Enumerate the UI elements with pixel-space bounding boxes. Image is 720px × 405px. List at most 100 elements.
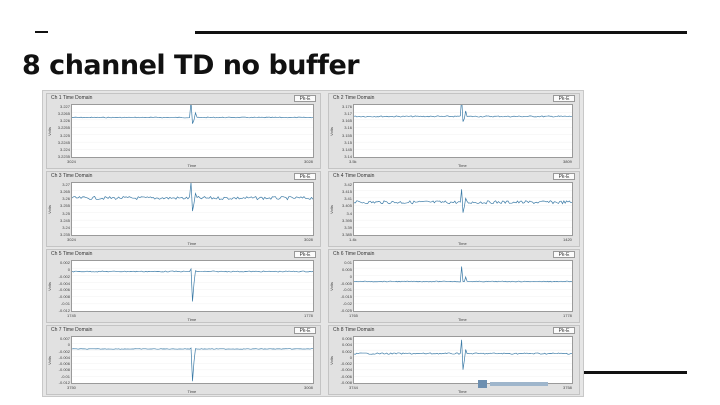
y-tick-label: 3.17 (344, 111, 352, 117)
y-axis-label: Volts (46, 205, 52, 214)
waveform-plot (71, 182, 314, 236)
waveform-plot (353, 104, 573, 158)
y-tick-label: 3.226 (59, 118, 70, 124)
y-tick-label: -0.015 (340, 294, 352, 300)
y-tick-label: -0.004 (58, 280, 70, 286)
peak-button[interactable]: Pk-E (553, 95, 575, 102)
panel-title: Ch 1 Time Domain (51, 95, 93, 101)
x-end-label: 3758 (563, 385, 572, 390)
bottom-rule-line (580, 371, 687, 374)
y-tick-label: -0.006 (58, 287, 70, 293)
peak-button[interactable]: Pk-E (553, 251, 575, 258)
waveform-svg (354, 189, 572, 228)
y-axis-label: Volts (328, 282, 334, 291)
panel-title: Ch 3 Time Domain (51, 173, 93, 179)
x-end-label: 3028 (304, 237, 313, 242)
signal-trace (72, 105, 313, 124)
y-tick-label: -0.01 (60, 373, 70, 379)
y-tick-label: 3.224 (59, 146, 70, 152)
y-tick-label: -0.006 (58, 361, 70, 367)
y-tick-label: -0.006 (340, 373, 352, 379)
y-tick-label: -0.002 (340, 361, 352, 367)
y-tick-label: -0.012 (58, 380, 70, 385)
y-tick-label: -0.01 (60, 301, 70, 307)
panel-title: Ch 2 Time Domain (333, 95, 375, 101)
y-tick-label: 3.26 (62, 196, 70, 202)
y-tick-label: -0.008 (58, 294, 70, 300)
x-start-label: 3024 (67, 159, 76, 164)
signal-trace (354, 189, 572, 213)
waveform-svg (72, 267, 313, 305)
x-end-label: 3809 (563, 159, 572, 164)
y-tick-label: 3.42 (344, 182, 352, 187)
y-tick-label: 3.227 (59, 104, 70, 109)
x-axis-label: Time (187, 241, 197, 246)
y-tick-label: 0.002 (59, 260, 70, 265)
y-tick-label: 0.005 (341, 266, 352, 272)
y-tick-label: 3.25 (62, 210, 70, 216)
y-tick-label: -0.008 (58, 367, 70, 373)
y-tick-label: 3.14 (344, 154, 352, 159)
x-start-label: 1.4k (349, 237, 357, 242)
peak-button[interactable]: Pk-E (553, 173, 575, 180)
signal-trace (354, 105, 572, 122)
y-tick-label: 3.27 (62, 182, 70, 187)
national-instruments-logo (478, 380, 548, 388)
x-end-label: 3008 (304, 385, 313, 390)
x-end-label: 1778 (563, 313, 572, 318)
y-axis-label: Volts (328, 127, 334, 136)
x-end-label: 1778 (304, 313, 313, 318)
y-tick-label: 0.01 (344, 260, 352, 265)
y-axis-label: Volts (328, 356, 334, 365)
x-start-label: 1765 (349, 313, 358, 318)
x-axis-label: Time (458, 163, 467, 168)
y-tick-label: 3.145 (341, 146, 352, 152)
y-tick-label: 3.24 (62, 224, 70, 230)
y-tick-label: -0.004 (340, 367, 352, 373)
y-tick-label: 0 (67, 266, 70, 272)
y-tick-label: 3.15 (344, 139, 352, 145)
y-tick-label: 0.007 (59, 336, 70, 341)
peak-button[interactable]: Pk-E (294, 327, 316, 334)
y-tick-label: -0.002 (58, 273, 70, 279)
signal-trace (72, 267, 313, 302)
slide-title: 8 channel TD no buffer (22, 50, 360, 81)
x-axis-label: Time (458, 241, 467, 246)
channel-panel: Ch 3 Time Domain Pk-E 3.27 3.265 3.26 3.255 3.… (46, 171, 321, 247)
y-tick-label: -0.025 (340, 308, 352, 313)
panel-title: Ch 7 Time Domain (51, 327, 93, 333)
y-tick-label: -0.002 (58, 348, 70, 354)
peak-button[interactable]: Pk-E (553, 327, 575, 334)
signal-trace (354, 339, 572, 370)
channel-panel: Ch 1 Time Domain Pk-E 3.227 3.2265 3.226 3.22… (46, 93, 321, 169)
x-axis-label: Time (458, 317, 467, 322)
y-tick-label: 3.39 (344, 224, 352, 230)
labview-screenshot: Ch 1 Time Domain Pk-E 3.227 3.2265 3.226 3.22… (42, 90, 584, 397)
x-axis-label: Time (187, 389, 197, 394)
waveform-plot (71, 104, 314, 158)
x-start-label: 3750 (67, 385, 76, 390)
peak-button[interactable]: Pk-E (294, 251, 316, 258)
y-tick-label: 0 (349, 354, 352, 360)
y-tick-label: 3.395 (341, 217, 352, 223)
waveform-svg (72, 105, 313, 150)
channel-panel: Ch 6 Time Domain Pk-E 0.01 0.005 0 -0.005 -0.0… (328, 249, 580, 323)
x-axis-label: Time (187, 163, 197, 168)
y-tick-label: 3.2235 (57, 154, 70, 159)
y-tick-label: -0.004 (58, 354, 70, 360)
y-tick-label: 3.2245 (57, 139, 70, 145)
y-tick-label: 0 (67, 342, 70, 348)
panel-title: Ch 8 Time Domain (333, 327, 375, 333)
y-axis-label: Volts (328, 205, 334, 214)
channel-panel: Ch 7 Time Domain Pk-E 0.007 0 -0.002 -0.004 -0… (46, 325, 321, 395)
y-tick-label: -0.01 (342, 287, 352, 293)
x-start-label: 3744 (349, 385, 358, 390)
y-axis-label: Volts (46, 356, 52, 365)
y-tick-label: 3.385 (341, 232, 352, 237)
peak-button[interactable]: Pk-E (294, 95, 316, 102)
signal-trace (72, 347, 313, 382)
channel-panel: Ch 2 Time Domain Pk-E 3.176 3.17 3.165 3.16 3.… (328, 93, 580, 169)
peak-button[interactable]: Pk-E (294, 173, 316, 180)
y-tick-label: 3.405 (341, 203, 352, 209)
x-axis-label: Time (458, 389, 467, 394)
